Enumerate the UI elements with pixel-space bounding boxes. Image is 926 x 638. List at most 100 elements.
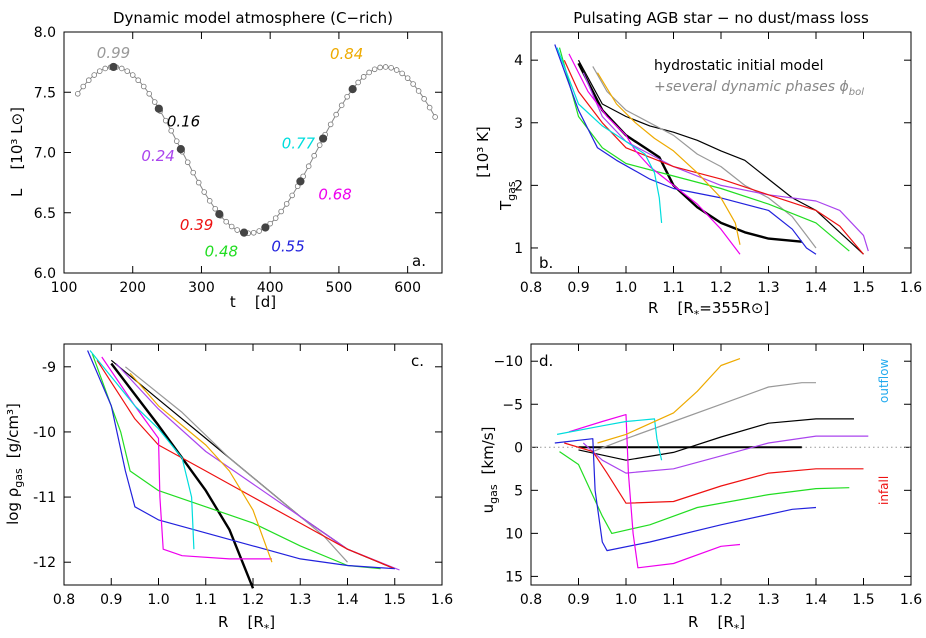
panel-a-sample-marker [415,88,422,94]
panel-a-xtick-label: 600 [394,280,421,296]
panel-a-xtick-label: 200 [119,280,146,296]
panel-d-xtick-label: 1.6 [900,592,922,608]
panel-a-ytick-label: 7.0 [34,146,56,162]
panel-d-series-line [554,438,817,552]
panel-b-xtick-label: 1.6 [900,280,922,296]
panel-a-sample-marker [234,227,240,233]
panel-a-sample-marker [184,159,191,166]
panel-a-sample-marker [140,83,147,90]
panel-a-sample-marker [96,68,103,74]
panel-b-series-line [582,72,869,252]
panel-a-sample-marker [399,70,405,77]
panel-c-xlabel: R [R*] [218,613,275,635]
panel-a-ytick-label: 8.0 [34,25,56,41]
panel-a-sample-marker [129,72,136,78]
panel-a-sample-marker [195,179,202,186]
panel-b-xtick-label: 0.8 [520,280,542,296]
chart-marks: 100 200 300 400 500 6006.06.57.07.58.00.990.1… [33,25,922,608]
panel-d-ytick-label: 15 [505,569,523,585]
panel-c-xtick-label: 1.2 [242,592,264,608]
panel-a-sample-marker [272,215,279,221]
panel-a-sample-marker [382,64,389,70]
panel-b-ytick-label: 2 [514,178,523,194]
panel-c-xtick-label: 1.3 [289,592,311,608]
panel-a-sample-marker [305,163,312,169]
panel-d-outflow: outflow [877,358,891,403]
panel-b-xtick-label: 0.9 [567,280,589,296]
panel-d-xtick-label: 1.1 [662,592,684,608]
panel-d-xtick-label: 1.0 [615,592,637,608]
panel-a-sample-marker [80,83,87,90]
panel-c-series-line [91,353,381,570]
panel-b-ytick-label: 1 [514,241,523,257]
panel-d-series-line [556,418,663,461]
panel-d-xlabel: R [R*] [688,613,745,635]
panel-a-ylabel: L [10³ L⊙] [8,107,26,197]
panel-c-series-line [89,350,195,550]
panel-a-sample-marker [344,93,350,100]
panel-a-sample-marker [74,91,81,97]
panel-b-xtick-label: 1.2 [710,280,732,296]
panel-a-sample-marker [311,152,317,159]
panel-c-series-line [101,356,272,560]
panel-d-xtick-label: 1.4 [805,592,827,608]
panel-a-phase-point [109,62,118,72]
panel-a-title: Dynamic model atmosphere (C−rich) [113,9,393,27]
panel-d-ytick-label: 10 [505,526,523,542]
panel-c-ytick-label: -9 [42,360,56,376]
panel-b-xtick-label: 1.5 [852,280,874,296]
panel-c-series-line [96,359,395,570]
panel-c-xtick-label: 1.0 [147,592,169,608]
panel-d-series-line [578,418,854,461]
panel-a-series-line [77,66,436,234]
panel-a-phase-label: 0.77 [282,135,316,153]
panel-a-phase-label: 0.68 [318,185,351,203]
panel-a-sample-marker [146,91,153,97]
panel-a-sample-marker [118,65,125,72]
panel-a-sample-marker [201,189,208,195]
panel-a-sample-marker [289,192,295,199]
panel-a-phase-point [319,134,328,143]
panel-a-sample-marker [85,77,92,84]
panel-d-infall: infall [877,476,891,505]
panel-a-sample-marker [316,142,323,148]
panel-c-series-line [115,363,400,571]
panel-a-phase-point [154,104,163,113]
panel-c-xtick-label: 1.5 [384,592,406,608]
panel-a-ytick-label: 6.5 [34,206,56,222]
panel-b-xtick-label: 1.0 [615,280,637,296]
panel-c-series-line [110,359,395,570]
panel-c-xtick-label: 1.6 [431,592,453,608]
panel-b-series-line [568,53,741,255]
panel-a-sample-marker [393,67,400,73]
panel-c-xtick-label: 0.9 [100,592,122,608]
panel-d-label: d. [539,352,553,370]
panel-a-phase-point [296,177,305,186]
panel-c-ytick-label: -12 [33,555,56,571]
panel-a-sample-marker [283,201,290,207]
panel-a-sample-marker [168,127,175,134]
panel-b-series-line [592,66,817,249]
panel-a-sample-marker [135,77,142,84]
panel-a-phase-label: 0.48 [205,243,238,261]
panel-a-sample-marker [426,104,433,111]
panel-a-phase-label: 0.99 [97,44,130,62]
panel-d-ylabel: ugas[km/s] [479,427,500,514]
panel-b-ytick-label: 4 [514,53,523,69]
panel-c-xtick-label: 1.1 [195,592,217,608]
panel-d-xtick-label: 1.5 [852,592,874,608]
panel-c-frame [63,343,443,586]
panel-a-xlabel: t [d] [230,293,276,311]
panel-c-ytick-label: -11 [33,490,56,506]
panel-a-sample-marker [366,69,372,76]
panel-a-sample-marker [333,111,339,118]
panel-b-series-line [556,47,663,223]
panel-a-sample-marker [404,75,411,81]
panel-d-frame [530,343,912,586]
panel-d-ytick-label: −5 [502,397,523,413]
panel-a-sample-marker [91,72,98,78]
panel-c-label: c. [411,352,424,370]
panel-c-series-line [110,362,255,589]
panel-a-sample-marker [173,138,180,144]
